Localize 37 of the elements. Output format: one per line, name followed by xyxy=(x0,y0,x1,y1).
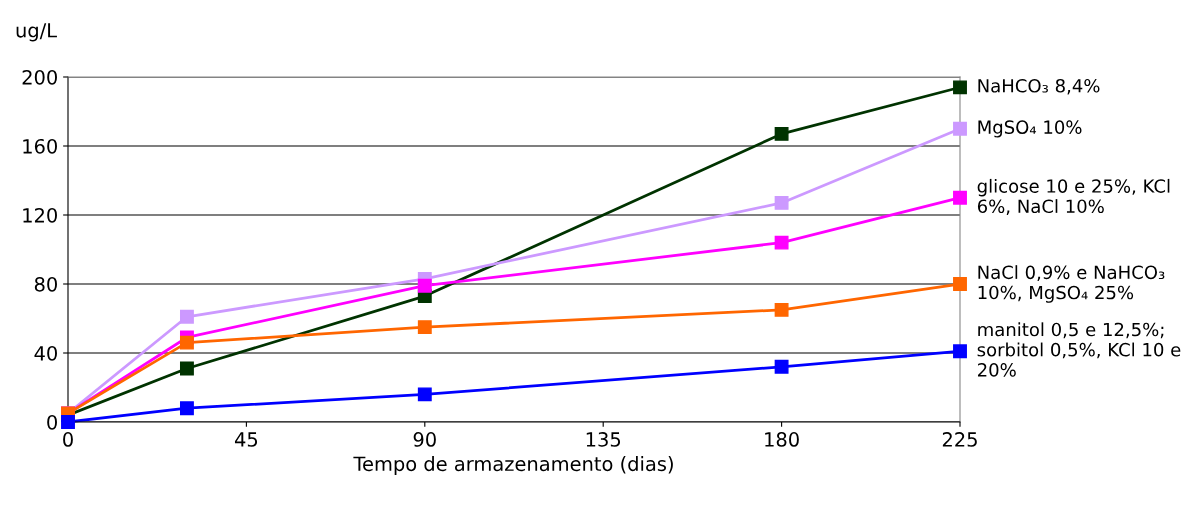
x-tick-label: 0 xyxy=(63,432,73,447)
x-tick-label: 135 xyxy=(586,432,621,447)
point xyxy=(774,302,789,317)
point xyxy=(953,80,967,95)
x-tick-label: 45 xyxy=(234,432,258,447)
point xyxy=(417,320,432,335)
x-tick-label: 180 xyxy=(765,432,799,447)
y-axis-title: ug/L xyxy=(16,23,57,42)
series-label: manitol 0,5 e 12,5%; sorbitol 0,5%, KCl 10 e 20% xyxy=(977,322,1181,377)
point xyxy=(774,359,789,374)
point xyxy=(953,190,967,205)
y-tick-label: 80 xyxy=(34,276,57,292)
x-tick-label: 90 xyxy=(413,432,436,447)
point xyxy=(179,361,194,376)
y-tick-label: 120 xyxy=(23,207,57,223)
point xyxy=(774,235,789,250)
series-label: NaHCO₃ 8,4% xyxy=(978,78,1100,95)
x-axis-title: Tempo de armazenamento (dias) xyxy=(353,456,673,475)
point xyxy=(61,415,75,429)
y-tick-label: 40 xyxy=(34,345,57,361)
point xyxy=(179,309,194,324)
y-tick-label: 160 xyxy=(23,138,57,154)
point xyxy=(179,335,194,350)
point xyxy=(953,121,967,136)
point xyxy=(774,195,789,210)
point xyxy=(417,387,432,402)
point xyxy=(953,344,967,359)
point xyxy=(774,126,789,141)
point xyxy=(179,401,194,416)
x-tick-label: 225 xyxy=(942,432,977,447)
series-label: NaCl 0,9% e NaHCO₃ 10%, MgSO₄ 25% xyxy=(978,265,1165,303)
series-label: MgSO₄ 10% xyxy=(978,120,1082,138)
series-label: glicose 10 e 25%, KCl 6%, NaCl 10% xyxy=(977,178,1170,215)
point xyxy=(417,278,432,293)
y-tick-label: 0 xyxy=(47,414,57,430)
y-tick-label: 200 xyxy=(22,69,57,85)
point xyxy=(953,277,967,291)
